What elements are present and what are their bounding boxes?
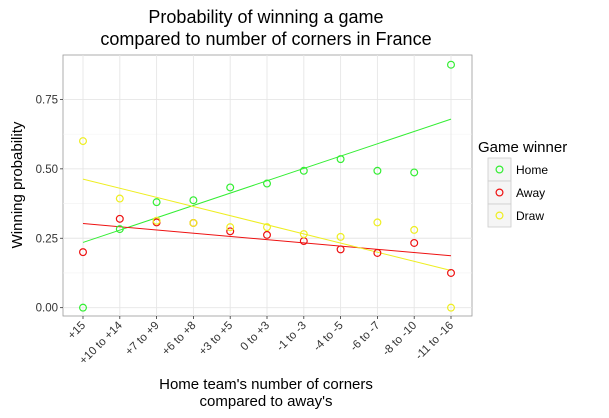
point-draw	[189, 218, 198, 227]
x-tick-label: +7 to +9	[123, 320, 161, 358]
point-home	[410, 168, 419, 177]
x-tick-label: -4 to -5	[311, 320, 345, 354]
point-draw	[447, 303, 456, 312]
legend-key-home	[487, 157, 512, 182]
point-draw	[78, 137, 87, 146]
x-axis-title-line-1: Home team's number of corners	[159, 376, 373, 393]
legend: Game winner Home Away Draw	[478, 139, 567, 228]
legend-key-away	[487, 180, 512, 205]
y-tick-label: 0.00	[36, 303, 58, 315]
x-tick-label: +15	[66, 320, 88, 342]
x-axis-ticks: +15+10 to +14+7 to +9+6 to +8+3 to +5 0 t…	[66, 316, 456, 367]
point-away	[78, 248, 87, 257]
legend-label-draw: Draw	[516, 209, 544, 223]
point-away	[263, 230, 272, 239]
x-tick-label: -1 to -3	[275, 320, 309, 354]
point-draw	[336, 232, 345, 241]
trend-lines	[82, 118, 452, 271]
chart-title-line-1: Probability of winning a game	[148, 7, 383, 27]
y-tick-label: 0.25	[36, 233, 58, 245]
point-draw	[115, 194, 124, 203]
point-away	[373, 248, 382, 257]
legend-label-away: Away	[516, 186, 545, 200]
point-draw	[373, 218, 382, 227]
trend-line-home	[82, 118, 452, 243]
y-tick-label: 0.75	[36, 94, 58, 106]
x-tick-label: -11 to -16	[413, 320, 456, 363]
point-home	[299, 166, 308, 175]
trend-line-draw	[82, 178, 452, 271]
point-draw	[299, 230, 308, 239]
point-home	[373, 166, 382, 175]
point-draw	[410, 225, 419, 234]
point-home	[263, 179, 272, 188]
grid	[63, 55, 472, 316]
point-draw	[226, 223, 235, 232]
legend-symbol-away	[495, 188, 504, 197]
y-axis-ticks: 0.00 0.25 0.50 0.75	[36, 94, 63, 315]
y-tick-label: 0.50	[36, 164, 58, 176]
legend-label-home: Home	[516, 163, 548, 177]
point-home	[226, 183, 235, 192]
point-away	[410, 238, 419, 247]
x-tick-label: +6 to +8	[160, 320, 198, 358]
data-points	[78, 60, 456, 312]
legend-symbol-draw	[495, 211, 504, 220]
trend-line-away	[82, 223, 452, 257]
plot-panel	[62, 54, 473, 317]
legend-items: Home Away Draw	[487, 157, 548, 228]
point-home	[152, 198, 161, 207]
legend-title: Game winner	[478, 139, 567, 156]
point-away	[336, 245, 345, 254]
point-home	[115, 225, 124, 234]
point-home	[336, 155, 345, 164]
point-draw	[152, 216, 161, 225]
x-tick-label: -6 to -7	[348, 320, 382, 354]
point-away	[115, 214, 124, 223]
x-axis-title-line-2: compared to away's	[200, 393, 333, 410]
chart-title-line-2: compared to number of corners in France	[100, 29, 431, 49]
point-home	[78, 303, 87, 312]
x-tick-label: 0 to +3	[239, 320, 273, 354]
x-tick-label: +3 to +5	[197, 320, 235, 358]
legend-symbol-home	[495, 165, 504, 174]
point-draw	[263, 223, 272, 232]
point-away	[226, 227, 235, 236]
legend-key-draw	[487, 203, 512, 228]
point-home	[189, 196, 198, 205]
y-axis-title: Winning probability	[9, 121, 26, 248]
point-away	[447, 268, 456, 277]
point-home	[447, 60, 456, 69]
